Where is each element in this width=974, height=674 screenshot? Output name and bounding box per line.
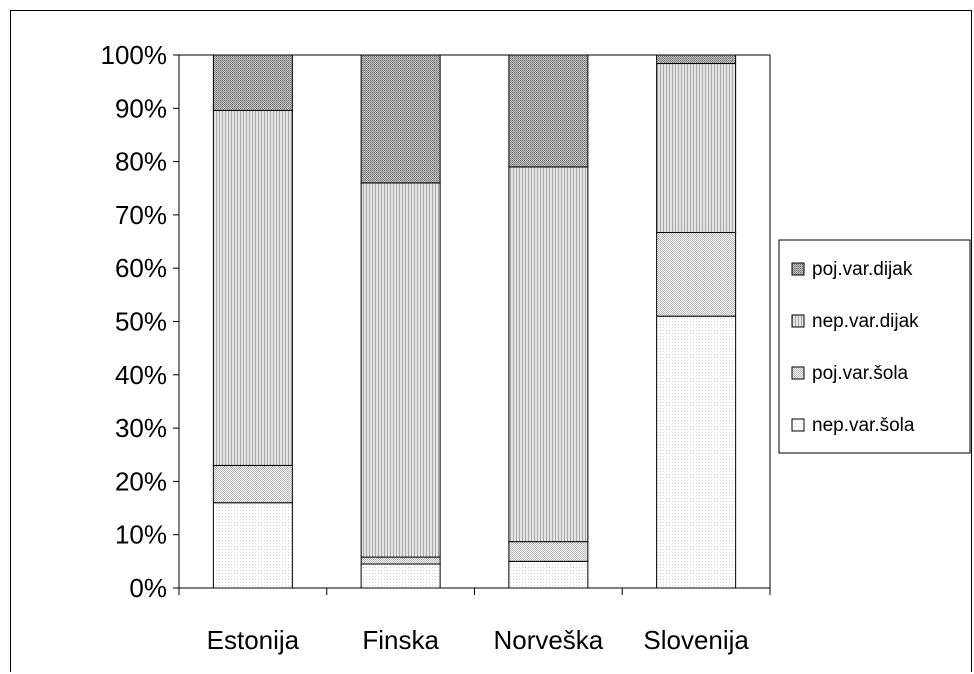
bar-segment [360, 556, 441, 565]
legend-swatch [791, 366, 805, 380]
bar-segment [212, 464, 293, 504]
legend-label: poj.var.dijak [812, 259, 913, 280]
legend: poj.var.dijak nep.var.dijak poj.var.šola ne… [778, 239, 971, 454]
y-tick-label: 50% [115, 307, 167, 337]
bar-segment [360, 563, 441, 589]
y-tick-label: 100% [101, 40, 168, 70]
chart-frame [10, 10, 972, 672]
y-tick-label: 10% [115, 520, 167, 550]
category-label: Estonija [207, 625, 300, 655]
bar-segment [656, 63, 737, 233]
bar-segment [508, 541, 589, 562]
y-tick-label: 80% [115, 147, 167, 177]
legend-label: nep.var.šola [812, 415, 915, 436]
bar-segment [656, 54, 737, 65]
y-tick-label: 90% [115, 93, 167, 123]
legend-label: nep.var.dijak [812, 311, 919, 332]
bar-segment [656, 315, 737, 589]
bar-segment [212, 502, 293, 589]
y-tick-label: 60% [115, 253, 167, 283]
bar-segment [360, 54, 441, 184]
y-tick-label: 40% [115, 360, 167, 390]
bar-segment [656, 231, 737, 317]
bar-segment [212, 54, 293, 111]
legend-label: poj.var.šola [812, 363, 909, 384]
bar-segment [360, 182, 441, 558]
bar-segment [212, 109, 293, 466]
legend-swatch [791, 314, 805, 328]
bar-segment [508, 54, 589, 168]
y-tick-label: 0% [129, 573, 167, 603]
category-label: Slovenija [643, 625, 749, 655]
legend-box [778, 239, 971, 454]
plot-area: 0% 10% 20% 30% 40% 50% 60% 70% 80% 90% 100% Estonij… [101, 40, 771, 655]
category-label: Norveška [493, 625, 603, 655]
bar-segment [508, 560, 589, 589]
bar-segment [508, 166, 589, 543]
legend-swatch [791, 418, 805, 432]
y-tick-label: 70% [115, 200, 167, 230]
category-label: Finska [362, 625, 439, 655]
y-tick-label: 20% [115, 466, 167, 496]
legend-swatch [791, 262, 805, 276]
y-tick-label: 30% [115, 413, 167, 443]
